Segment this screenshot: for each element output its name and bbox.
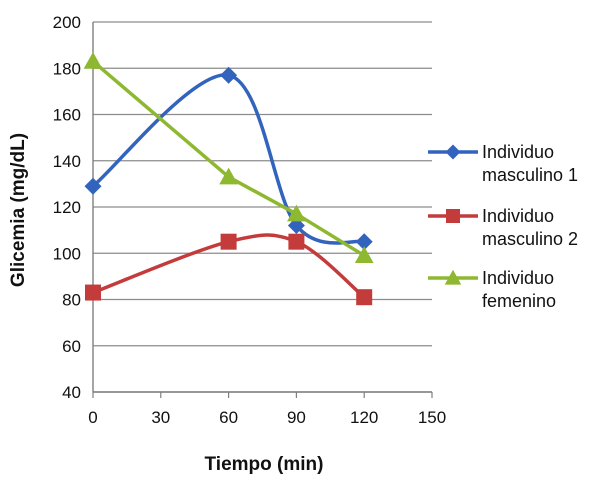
data-point-individuo-masculino-1-60 [220, 66, 238, 84]
x-tick-label-0: 0 [88, 408, 97, 427]
x-tick-label-30: 30 [151, 408, 170, 427]
legend-item-individuo-masculino-1: Individuo masculino 1 [428, 142, 578, 185]
series-layer [83, 51, 374, 306]
y-tick-label-180: 180 [53, 59, 81, 78]
grid-layer [93, 21, 432, 393]
x-axis-title: Tiempo (min) [205, 454, 324, 475]
legend-marker-individuo-femenino [444, 269, 462, 285]
x-tick-label-150: 150 [418, 408, 446, 427]
x-tick-label-60: 60 [219, 408, 238, 427]
data-point-individuo-masculino-2-90 [288, 233, 305, 250]
series-individuo-masculino-1 [84, 66, 373, 251]
legend-label-line2-individuo-femenino: femenino [482, 291, 556, 311]
data-point-individuo-femenino-90 [287, 204, 306, 222]
legend-label-line2-individuo-masculino-2: masculino 2 [482, 229, 578, 249]
series-line-individuo-masculino-1 [91, 73, 366, 245]
data-point-individuo-masculino-2-60 [220, 233, 237, 250]
y-tick-label-120: 120 [53, 198, 81, 217]
legend-marker-individuo-masculino-1 [445, 144, 461, 160]
data-point-individuo-masculino-1-0 [84, 177, 102, 195]
y-tick-label-160: 160 [53, 106, 81, 125]
legend-label-line1-individuo-masculino-1: Individuo [482, 142, 554, 162]
y-tick-label-40: 40 [62, 383, 81, 402]
x-tick-label-120: 120 [350, 408, 378, 427]
y-tick-label-100: 100 [53, 244, 81, 263]
axes-layer: 40 60 80 100 120 140 160 180 200 0 30 60 90 120 150 [53, 13, 447, 427]
x-tick-label-90: 90 [287, 408, 306, 427]
data-point-individuo-masculino-2-0 [85, 284, 101, 301]
legend-item-individuo-masculino-2: Individuo masculino 2 [428, 206, 578, 249]
series-individuo-femenino [83, 51, 374, 264]
y-axis-title: Glicemia (mg/dL) [8, 133, 29, 287]
data-point-individuo-masculino-2-120 [356, 289, 373, 306]
legend: Individuo masculino 1 Individuo masculino 2… [428, 142, 578, 311]
series-individuo-masculino-2 [85, 233, 373, 306]
data-point-individuo-femenino-0 [83, 51, 103, 69]
y-tick-label-200: 200 [53, 13, 81, 32]
legend-label-line1-individuo-masculino-2: Individuo [482, 206, 554, 226]
y-tick-label-140: 140 [53, 152, 81, 171]
y-tick-label-60: 60 [62, 337, 81, 356]
legend-item-individuo-femenino: Individuo femenino [428, 268, 556, 311]
data-point-individuo-femenino-60 [219, 167, 238, 185]
data-point-individuo-femenino-120 [354, 246, 374, 264]
y-tick-label-80: 80 [62, 291, 81, 310]
series-line-individuo-masculino-2 [91, 233, 366, 299]
legend-label-line2-individuo-masculino-1: masculino 1 [482, 165, 578, 185]
legend-label-line1-individuo-femenino: Individuo [482, 268, 554, 288]
data-point-individuo-masculino-1-120 [355, 233, 373, 251]
series-line-individuo-femenino [91, 59, 366, 258]
legend-marker-individuo-masculino-2 [446, 209, 460, 223]
